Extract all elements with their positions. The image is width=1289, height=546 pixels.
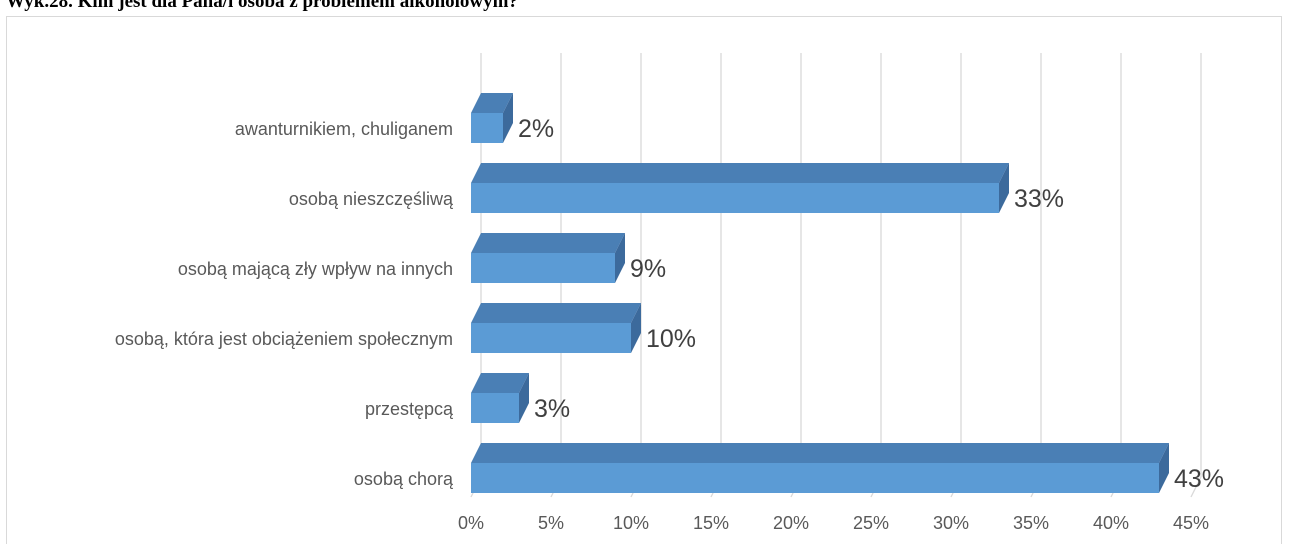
value-label: 43% <box>1174 465 1224 493</box>
bar-front <box>471 113 503 143</box>
value-label: 9% <box>630 255 666 283</box>
bars <box>471 93 1169 493</box>
bar <box>471 373 529 423</box>
x-tick-label: 5% <box>538 513 564 533</box>
x-tick-label: 25% <box>853 513 889 533</box>
bar-top <box>471 233 625 253</box>
page-title: Wyk.28. Kim jest dla Pana/i osoba z prob… <box>6 0 518 12</box>
bar-top <box>471 373 529 393</box>
category-label: osobą, która jest obciążeniem społecznym <box>115 329 453 349</box>
category-label: osobą chorą <box>354 469 454 489</box>
x-axis-tick-labels: 0% 5% 10% 15% 20% 25% 30% 35% 40% 45% <box>458 513 1209 533</box>
bar <box>471 303 641 353</box>
x-tick-label: 10% <box>613 513 649 533</box>
chart-frame: awanturnikiem, chuliganem osobą nieszczęś… <box>6 16 1282 544</box>
bar-front <box>471 323 631 353</box>
bar-top <box>471 443 1169 463</box>
bar <box>471 443 1169 493</box>
x-tick-label: 45% <box>1173 513 1209 533</box>
bar-front <box>471 393 519 423</box>
bar-side <box>615 233 625 283</box>
x-tick-label: 0% <box>458 513 484 533</box>
floor-gridline-45 <box>1190 476 1202 498</box>
category-label: osobą nieszczęśliwą <box>289 189 454 209</box>
bar-side <box>503 93 513 143</box>
bar-front <box>471 183 999 213</box>
value-label: 2% <box>518 115 554 143</box>
category-label: przestępcą <box>365 399 454 419</box>
category-label: osobą mającą zły wpływ na innych <box>178 259 453 279</box>
bar-side <box>1159 443 1169 493</box>
bar <box>471 163 1009 213</box>
bar-front <box>471 253 615 283</box>
x-tick-label: 30% <box>933 513 969 533</box>
x-tick-label: 35% <box>1013 513 1049 533</box>
x-tick-label: 40% <box>1093 513 1129 533</box>
bar-side <box>999 163 1009 213</box>
bar <box>471 233 625 283</box>
category-label: awanturnikiem, chuliganem <box>235 119 453 139</box>
bar-top <box>471 303 641 323</box>
value-label: 3% <box>534 395 570 423</box>
x-tick-label: 15% <box>693 513 729 533</box>
bar-chart: awanturnikiem, chuliganem osobą nieszczęś… <box>115 53 1224 533</box>
bar-top <box>471 163 1009 183</box>
bar-side <box>631 303 641 353</box>
value-label: 33% <box>1014 185 1064 213</box>
value-label: 10% <box>646 325 696 353</box>
x-tick-label: 20% <box>773 513 809 533</box>
value-labels: 2% 33% 9% 10% 3% 43% <box>518 115 1224 493</box>
category-labels: awanturnikiem, chuliganem osobą nieszczęś… <box>115 119 454 489</box>
bar <box>471 93 513 143</box>
bar-top <box>471 93 513 113</box>
bar-front <box>471 463 1159 493</box>
bar-side <box>519 373 529 423</box>
